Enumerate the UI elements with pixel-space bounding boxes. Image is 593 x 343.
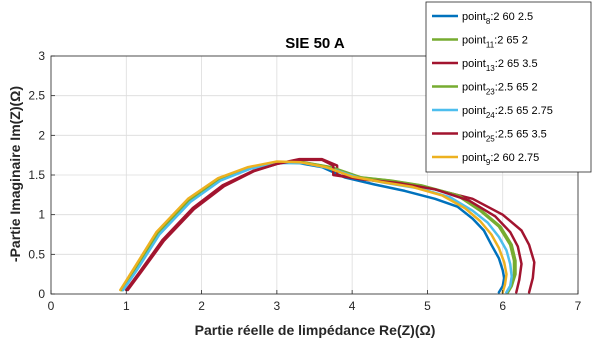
- x-tick-label: 7: [575, 299, 582, 313]
- x-tick-label: 3: [274, 299, 281, 313]
- series-line-9: [119, 160, 508, 294]
- x-axis-label: Partie réelle de limpédance Re(Z)(Ω): [195, 322, 436, 338]
- x-tick-label: 6: [499, 299, 506, 313]
- legend-entry: point11:2 65 2: [462, 35, 528, 50]
- legend: point8:2 60 2.5 point11:2 65 2 point13:2 6…: [425, 1, 592, 173]
- series-line-25: [125, 158, 523, 294]
- series-layer: [119, 157, 536, 294]
- legend-entry: point13:2 65 3.5: [462, 58, 538, 73]
- x-tick-label: 4: [349, 299, 356, 313]
- y-tick-label: 2.5: [28, 89, 45, 103]
- y-axis-ticks: 0 0.5 1 1.5 2 2.5 3: [28, 49, 55, 301]
- x-tick-label: 2: [198, 299, 205, 313]
- y-tick-label: 2: [38, 128, 45, 142]
- y-tick-label: 0.5: [28, 247, 45, 261]
- chart-title: SIE 50 A: [285, 35, 345, 52]
- x-tick-label: 5: [424, 299, 431, 313]
- x-tick-label: 1: [123, 299, 130, 313]
- legend-entry: point25:2.5 65 3.5: [462, 129, 547, 144]
- legend-entry: point8:2 60 2.5: [462, 11, 533, 26]
- y-tick-label: 1: [38, 208, 45, 222]
- legend-entry: point23:2.5 65 2: [462, 82, 538, 97]
- legend-entry: point9:2 60 2.75: [462, 152, 539, 167]
- y-tick-label: 0: [38, 287, 45, 301]
- x-tick-label: 0: [48, 299, 55, 313]
- legend-entry: point24:2.5 65 2.75: [462, 105, 553, 120]
- y-axis-label: -Partie Imaginaire Im(Z)(Ω): [7, 86, 23, 262]
- y-tick-label: 3: [38, 49, 45, 63]
- y-tick-label: 1.5: [28, 168, 45, 182]
- x-axis-ticks: 0 1 2 3 4 5 6 7: [48, 290, 582, 313]
- legend-items: point8:2 60 2.5 point11:2 65 2 point13:2 6…: [432, 11, 553, 167]
